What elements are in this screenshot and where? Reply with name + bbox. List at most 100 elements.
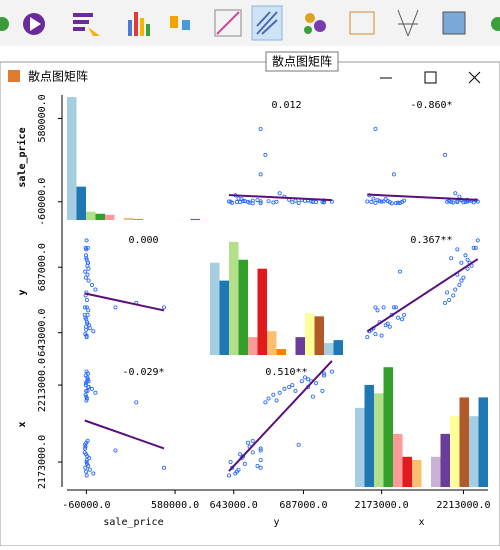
maximize[interactable] <box>424 71 437 84</box>
point <box>83 444 88 449</box>
point <box>451 200 456 205</box>
point <box>84 238 89 243</box>
hist-bar <box>86 211 96 220</box>
point <box>263 152 268 157</box>
hist-bar <box>450 416 460 487</box>
point <box>365 199 370 204</box>
point <box>461 200 466 205</box>
box-icon[interactable] <box>170 16 190 30</box>
x-axis-label: sale_price <box>103 517 163 528</box>
point <box>290 383 295 388</box>
hist-bar <box>355 407 365 487</box>
point <box>258 465 263 470</box>
icon-glyph <box>30 17 41 31</box>
x-tick-label: -60000.0 <box>62 500 110 511</box>
cube-icon[interactable] <box>349 11 375 35</box>
hist-bar <box>478 397 488 487</box>
point <box>255 463 260 468</box>
hist-bar <box>95 213 105 220</box>
point <box>310 394 315 399</box>
point <box>238 200 243 205</box>
point <box>113 448 118 453</box>
x-axis-label: y <box>273 517 279 528</box>
fit-line <box>84 292 165 312</box>
point <box>453 191 458 196</box>
point <box>247 200 252 205</box>
point <box>445 199 450 204</box>
point <box>447 297 452 302</box>
point <box>258 201 263 206</box>
hist-bar <box>190 218 200 220</box>
point <box>443 152 448 157</box>
point <box>375 308 380 313</box>
point <box>369 200 374 205</box>
point <box>89 283 94 288</box>
hist-bar <box>314 316 324 355</box>
point <box>373 200 378 205</box>
point <box>242 461 247 466</box>
tooltip <box>265 51 339 72</box>
hist-bar <box>76 186 86 220</box>
point <box>83 305 88 310</box>
point <box>391 305 396 310</box>
point <box>113 305 118 310</box>
hist-bar <box>431 456 441 487</box>
point <box>373 332 378 337</box>
hist-bar <box>469 416 479 487</box>
hist-bar <box>267 331 277 355</box>
y-axis-label: x <box>17 421 28 427</box>
icon[interactable] <box>491 17 500 31</box>
x-tick-label: 580000.0 <box>151 500 199 511</box>
correlation-label: -0.860* <box>410 100 452 111</box>
point <box>250 450 255 455</box>
hist-bar <box>238 259 248 355</box>
point <box>457 283 462 288</box>
point <box>255 198 260 203</box>
point <box>85 388 90 393</box>
point <box>84 297 89 302</box>
point <box>463 200 468 205</box>
point <box>87 326 92 331</box>
point <box>86 308 91 313</box>
point <box>84 333 89 338</box>
window-icon <box>8 70 20 82</box>
point <box>228 459 233 464</box>
bar-icon[interactable] <box>128 12 150 36</box>
bubble-icon[interactable] <box>304 13 326 34</box>
point <box>329 369 334 374</box>
point <box>84 452 89 457</box>
hist-bar <box>324 343 334 355</box>
point <box>84 469 89 474</box>
point <box>371 196 376 201</box>
point <box>83 315 88 320</box>
hist-bar <box>459 397 469 487</box>
point <box>321 373 326 378</box>
correlation-label: 0.000 <box>128 235 158 246</box>
hist-bar <box>105 214 115 220</box>
point <box>443 300 448 305</box>
scatter-icon[interactable] <box>214 9 242 37</box>
icon-glyph <box>256 11 278 35</box>
point <box>377 199 382 204</box>
correlation-label: 0.510** <box>265 367 307 378</box>
point <box>461 275 466 280</box>
point <box>473 245 478 250</box>
fit-line <box>84 419 165 450</box>
close[interactable] <box>468 71 481 84</box>
list-icon[interactable] <box>73 13 100 36</box>
point <box>455 247 460 252</box>
point <box>86 379 91 384</box>
point <box>395 200 400 205</box>
fit-line <box>367 193 478 201</box>
hist-bar <box>133 218 143 220</box>
point <box>226 473 231 478</box>
point <box>93 287 98 292</box>
heat-icon[interactable] <box>442 11 466 35</box>
parallel-icon[interactable] <box>397 9 419 37</box>
icon[interactable] <box>0 17 9 31</box>
fit-line <box>366 258 479 333</box>
y-tick-label: -60000.0 <box>37 178 48 226</box>
point <box>83 465 88 470</box>
x-axis-label: x <box>418 517 424 528</box>
